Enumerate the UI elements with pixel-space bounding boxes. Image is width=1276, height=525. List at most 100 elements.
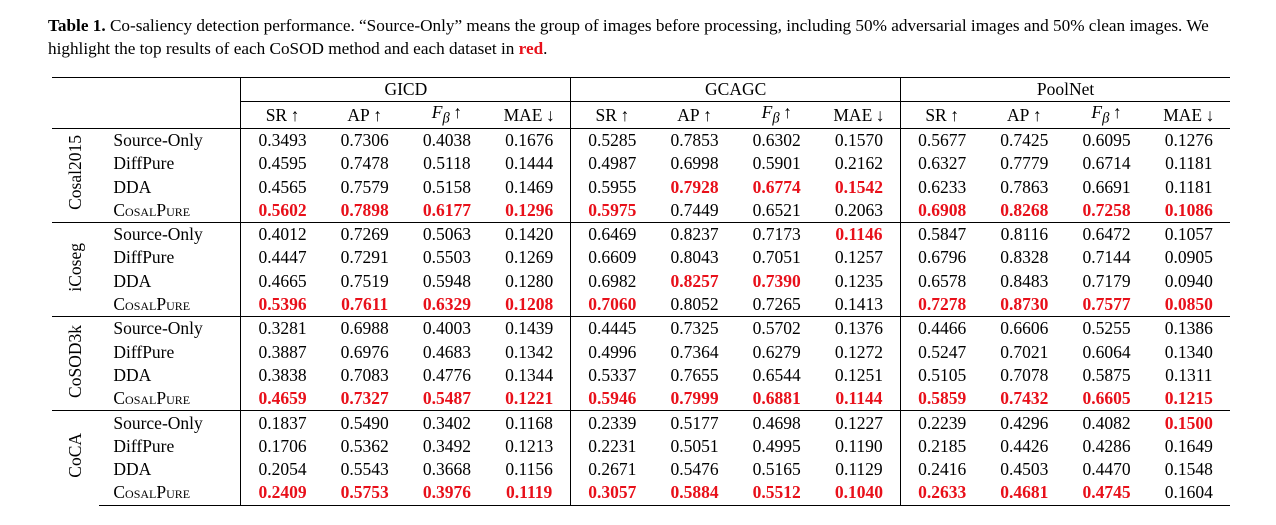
method-name: DiffPure [113, 435, 175, 456]
dataset-label: iCoseg [65, 242, 86, 292]
value-cell: 0.1213 [505, 435, 554, 456]
corner [99, 101, 241, 129]
value-cell: 0.1548 [1164, 459, 1213, 480]
method-header: GICD [240, 76, 571, 103]
value-cell: 0.6609 [570, 246, 654, 270]
value-cell: 0.1040 [817, 481, 901, 506]
value-cell: 0.4698 [735, 410, 818, 435]
metric-arrow: ↓ [1205, 104, 1215, 125]
method-name: CosalPure [113, 199, 191, 220]
value-cell: 0.5602 [240, 198, 324, 223]
value-cell: 0.2671 [570, 457, 654, 482]
value-cell: 0.1376 [817, 316, 901, 341]
value-cell: 0.1146 [817, 221, 901, 247]
metric-arrow: ↑ [373, 104, 383, 125]
data-row: DiffPure 0.4447 0.7291 0.5503 0.1269 0.6609 0.… [52, 246, 1230, 270]
value-cell: 0.1190 [835, 435, 883, 456]
value-cell: 0.1272 [834, 341, 884, 362]
metric-header: Fβ ↑ [735, 101, 818, 129]
value-cell: 0.1057 [1147, 221, 1230, 247]
value-cell: 0.5285 [570, 127, 654, 153]
value-cell: 0.6578 [900, 269, 984, 293]
metric-arrow: ↓ [875, 104, 885, 125]
value-cell: 0.7579 [340, 176, 389, 197]
value-cell: 0.0905 [1164, 247, 1213, 268]
value-cell: 0.1570 [817, 127, 901, 153]
method-name: DiffPure [113, 341, 175, 362]
data-row: DiffPure 0.1706 0.5362 0.3492 0.1213 0.2231 0.… [52, 434, 1230, 458]
method-name: DDA [113, 364, 152, 385]
data-row: CosalPure 0.4659 0.7327 0.5487 0.1221 0.5946 0… [52, 387, 1230, 411]
value-cell: 0.7432 [1000, 388, 1049, 409]
value-cell: 0.7577 [1082, 294, 1131, 315]
value-cell: 0.7173 [735, 221, 818, 247]
value-cell: 0.5677 [900, 127, 984, 153]
value-cell: 0.1439 [488, 316, 571, 341]
value-cell: 0.1413 [834, 294, 884, 315]
metric-arrow: ↑ [703, 104, 712, 125]
value-cell: 0.1280 [505, 270, 554, 291]
method-name: CosalPure [113, 388, 191, 409]
value-cell: 0.7655 [670, 364, 719, 385]
value-cell: 0.7364 [670, 341, 719, 362]
data-row: DDA 0.4565 0.7579 0.5158 0.1469 0.5955 0.7928 0… [52, 175, 1230, 199]
value-cell: 0.3281 [240, 316, 324, 341]
value-cell: 0.1181 [1165, 153, 1213, 174]
value-cell: 0.5875 [1082, 364, 1131, 385]
value-cell: 0.6605 [1082, 388, 1131, 409]
data-row: CosalPure 0.2409 0.5753 0.3976 0.1119 0.3057 0… [52, 481, 1230, 506]
value-cell: 0.7325 [653, 316, 736, 341]
metric-name: MAE [833, 104, 873, 125]
value-cell: 0.2063 [834, 199, 884, 220]
value-cell: 0.5975 [570, 198, 654, 223]
dataset-cell: iCoseg [52, 221, 100, 317]
value-cell: 0.2339 [570, 410, 654, 435]
value-cell: 0.7853 [653, 127, 736, 153]
value-cell: 0.5177 [653, 410, 736, 435]
metric-header: AP ↑ [983, 101, 1066, 129]
value-cell: 0.1344 [505, 364, 554, 385]
method-name: Source-Only [99, 316, 241, 341]
data-row: DDA 0.4665 0.7519 0.5948 0.1280 0.6982 0.8257 0… [52, 269, 1230, 293]
value-cell: 0.6908 [900, 198, 984, 223]
value-cell: 0.5847 [900, 221, 984, 247]
value-cell: 0.7078 [1000, 364, 1049, 385]
metric-header: SR ↑ [900, 101, 984, 129]
value-cell: 0.5165 [752, 459, 801, 480]
data-row: DDA 0.3838 0.7083 0.4776 0.1344 0.5337 0.7655 0… [52, 363, 1230, 388]
metric-arrow: ↑ [1112, 102, 1122, 123]
method-name: Source-Only [99, 221, 241, 247]
value-cell: 0.1257 [834, 247, 884, 268]
value-cell: 0.4038 [405, 127, 489, 153]
value-cell: 0.6982 [570, 269, 654, 293]
metric-header: AP ↑ [653, 101, 736, 129]
value-cell: 0.1340 [1164, 341, 1213, 362]
value-cell: 0.5702 [735, 316, 818, 341]
metric-name: SR [595, 104, 617, 125]
value-cell: 0.4565 [240, 175, 324, 199]
value-cell: 0.5063 [405, 221, 489, 247]
value-cell: 0.7478 [340, 153, 389, 174]
value-cell: 0.6469 [570, 221, 654, 247]
results-table: GICD GCAGC PoolNet SR ↑ AP ↑ Fβ ↑ MAE ↓ SR ↑ AP … [52, 76, 1230, 506]
value-cell: 0.5476 [670, 459, 719, 480]
value-cell: 0.7021 [1000, 341, 1049, 362]
value-cell: 0.5337 [570, 363, 654, 388]
metric-name: SR [925, 104, 947, 125]
value-cell: 0.7179 [1082, 270, 1131, 291]
value-cell: 0.3887 [240, 340, 324, 364]
value-cell: 0.1542 [834, 176, 884, 197]
value-cell: 0.4470 [1082, 459, 1131, 480]
value-cell: 0.7779 [1000, 153, 1049, 174]
value-cell: 0.5955 [570, 175, 654, 199]
method-name: DDA [113, 270, 152, 291]
value-cell: 0.5948 [422, 270, 471, 291]
value-cell: 0.4445 [570, 316, 654, 341]
value-cell: 0.7327 [340, 388, 389, 409]
value-cell: 0.7898 [340, 199, 389, 220]
value-cell: 0.1215 [1164, 388, 1213, 409]
value-cell: 0.1469 [505, 176, 554, 197]
value-cell: 0.4659 [240, 387, 324, 411]
data-row: CosalPure 0.5602 0.7898 0.6177 0.1296 0.5975 0… [52, 198, 1230, 223]
value-cell: 0.3976 [405, 481, 489, 506]
